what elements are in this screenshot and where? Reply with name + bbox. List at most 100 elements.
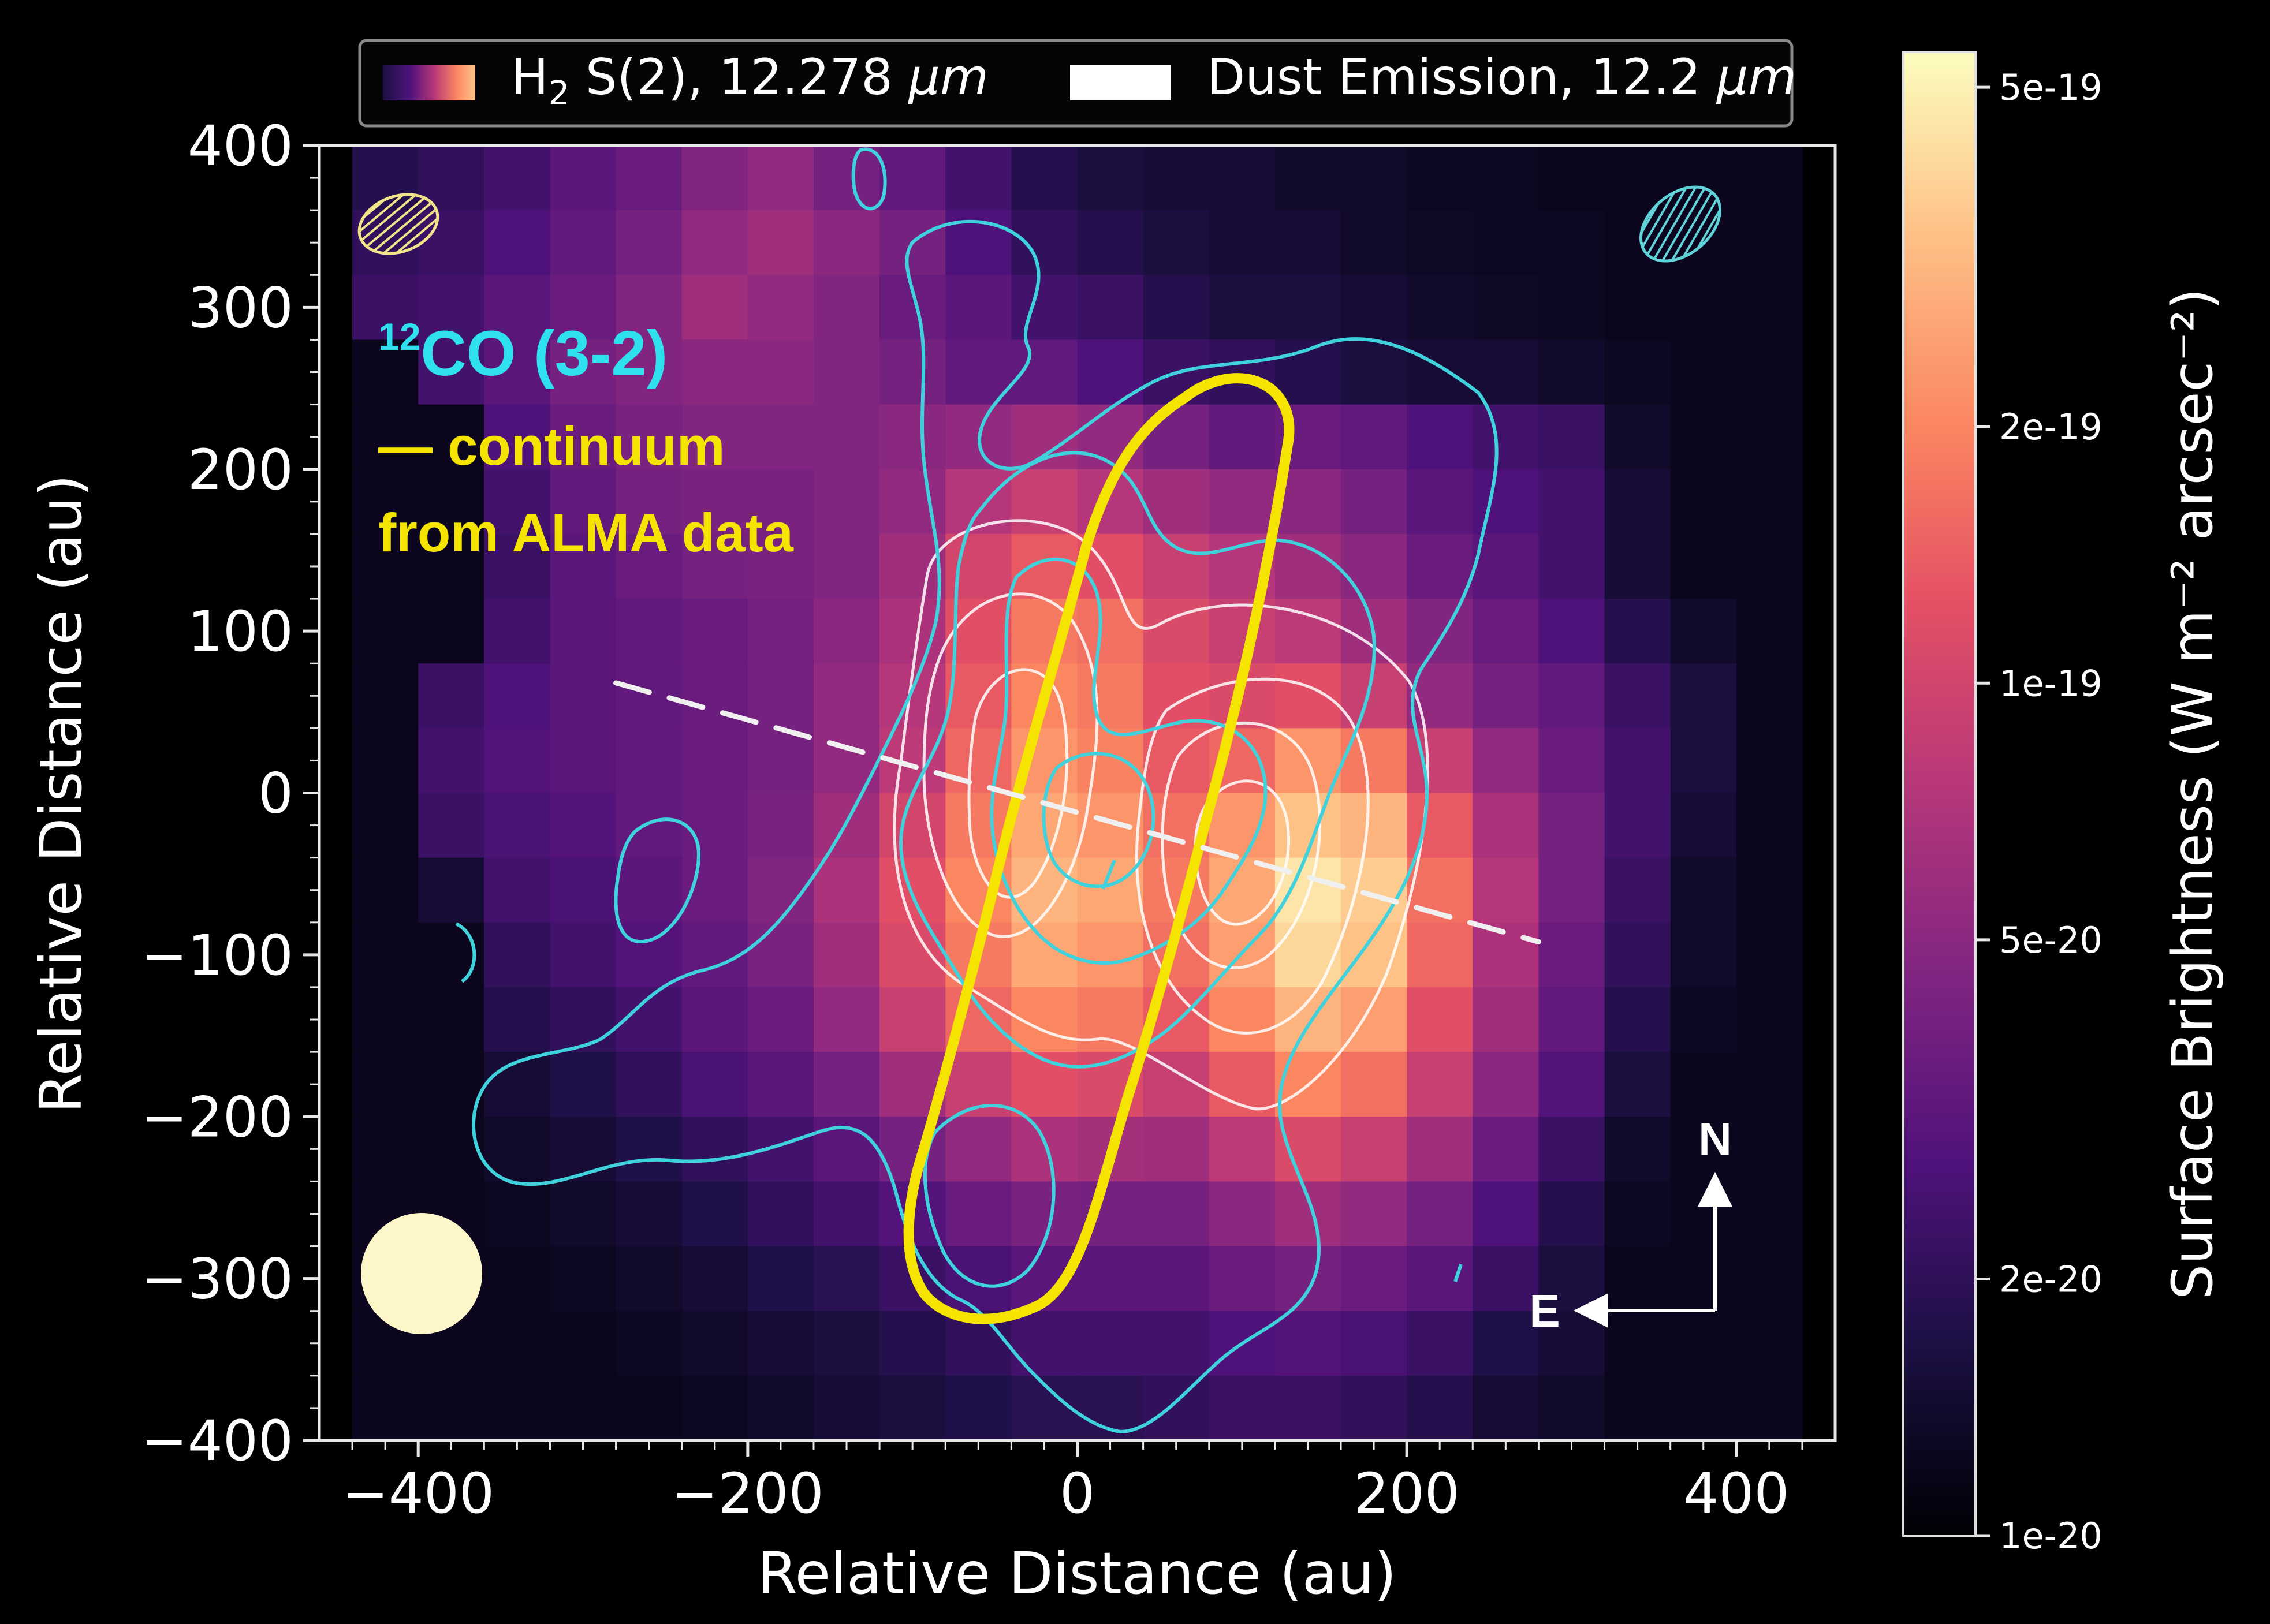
beam-ellipse-yellow	[357, 193, 439, 255]
heatmap-cell	[879, 145, 946, 211]
heatmap-cell	[1407, 210, 1474, 276]
heatmap-cell	[1604, 404, 1671, 470]
x-tick-label: 400	[1683, 1461, 1789, 1526]
heatmap-cell	[1736, 599, 1803, 664]
heatmap-cell	[1407, 922, 1474, 988]
heatmap-cell	[352, 469, 419, 535]
heatmap-cell	[813, 1181, 881, 1247]
heatmap-cell	[681, 210, 748, 276]
heatmap-cell	[1670, 339, 1737, 405]
heatmap-cell	[1341, 857, 1408, 923]
heatmap-cell	[747, 1375, 814, 1440]
heatmap-cell	[1670, 1375, 1737, 1440]
heatmap-cell	[1538, 599, 1605, 664]
heatmap-cell	[1604, 469, 1671, 535]
heatmap-cell	[747, 275, 814, 341]
heatmap-cell	[1341, 728, 1408, 794]
heatmap-cell	[1473, 793, 1540, 858]
x-axis-ticks: −400 −200 0 200 400	[342, 1440, 1803, 1526]
compass-east-arrow	[1574, 1293, 1608, 1328]
heatmap-cell	[1736, 728, 1803, 794]
heatmap-cell	[550, 987, 617, 1053]
heatmap-cell	[747, 793, 814, 858]
heatmap-cell	[1473, 1311, 1540, 1376]
heatmap-cell	[1538, 469, 1605, 535]
heatmap-cell	[1209, 469, 1276, 535]
heatmap-cell	[879, 404, 946, 470]
heatmap-cell	[1341, 1375, 1408, 1440]
heatmap-cell	[1011, 1117, 1078, 1182]
heatmap-cell	[681, 533, 748, 600]
heatmap-cell	[418, 275, 485, 341]
heatmap-cell	[1209, 1117, 1276, 1182]
heatmap-cell	[1473, 469, 1540, 535]
heatmap-cell	[1604, 1311, 1671, 1376]
heatmap-cell	[1341, 469, 1408, 535]
heatmap-cell	[1143, 1375, 1210, 1440]
heatmap-cell	[879, 275, 946, 341]
heatmap-cell	[1407, 599, 1474, 664]
heatmap-cell	[1341, 145, 1408, 211]
heatmap-cell	[1604, 857, 1671, 923]
heatmap-cell	[550, 533, 617, 600]
heatmap-cell	[813, 145, 881, 211]
heatmap-cell	[1736, 1117, 1803, 1182]
colorbar-tick-label: 1e-19	[1999, 662, 2103, 704]
heatmap-cell	[1077, 145, 1144, 211]
heatmap-cell	[1077, 987, 1144, 1053]
heatmap-cell	[484, 145, 551, 211]
heatmap-cell	[681, 404, 748, 470]
heatmap-cell	[813, 599, 881, 664]
heatmap-cell	[681, 1246, 748, 1312]
heatmap-cell	[484, 210, 551, 276]
heatmap-cell	[484, 1117, 551, 1182]
heatmap-cell	[747, 1246, 814, 1312]
heatmap-cell	[616, 1311, 683, 1376]
heatmap-cell	[484, 1311, 551, 1376]
heatmap-cell	[1538, 339, 1605, 405]
heatmap-cell	[747, 599, 814, 664]
heatmap-cell	[1407, 1246, 1474, 1312]
legend-h2-main: H	[511, 48, 549, 106]
co-contour-tick	[1453, 1264, 1463, 1282]
heatmap-cell	[945, 469, 1012, 535]
heatmap-cell	[1077, 404, 1144, 470]
heatmap-cell	[1604, 1246, 1671, 1312]
heatmap-cell	[1407, 1181, 1474, 1247]
heatmap-cell	[484, 469, 551, 535]
heatmap-cell	[1473, 922, 1540, 988]
heatmap-cell	[1538, 1052, 1605, 1118]
heatmap-cell	[1341, 793, 1408, 858]
heatmap-cell	[1736, 469, 1803, 535]
heatmap-cell	[550, 404, 617, 470]
heatmap-cell	[681, 469, 748, 535]
heatmap-cell	[352, 275, 419, 341]
heatmap-cell	[1407, 275, 1474, 341]
heatmap-cell	[352, 793, 419, 858]
heatmap-cell	[1473, 339, 1540, 405]
heatmap-cell	[1143, 404, 1210, 470]
heatmap-cell	[1736, 1246, 1803, 1312]
legend-dust-main: Dust Emission, 12.2	[1207, 48, 1717, 106]
compass-east-label: E	[1529, 1285, 1560, 1336]
heatmap-cell	[550, 145, 617, 211]
heatmap-cell	[1670, 793, 1737, 858]
heatmap-cell	[813, 793, 881, 858]
y-tick-label: 400	[188, 114, 293, 178]
heatmap-cell	[747, 469, 814, 535]
heatmap-cell	[1670, 469, 1737, 535]
heatmap-cell	[616, 275, 683, 341]
heatmap-cell	[1473, 210, 1540, 276]
heatmap-cell	[1670, 987, 1737, 1053]
heatmap-cell	[550, 728, 617, 794]
heatmap-cell	[813, 404, 881, 470]
heatmap-cell	[1736, 793, 1803, 858]
co-label: 12CO (3-2)	[378, 315, 668, 389]
heatmap-cell	[945, 210, 1012, 276]
heatmap-cell	[1604, 275, 1671, 341]
dashed-axis-line	[613, 680, 1541, 944]
colorbar-tick-label: 2e-19	[1999, 406, 2103, 448]
heatmap-cell	[352, 987, 419, 1053]
heatmap-cell	[616, 210, 683, 276]
heatmap-cell	[1604, 793, 1671, 858]
